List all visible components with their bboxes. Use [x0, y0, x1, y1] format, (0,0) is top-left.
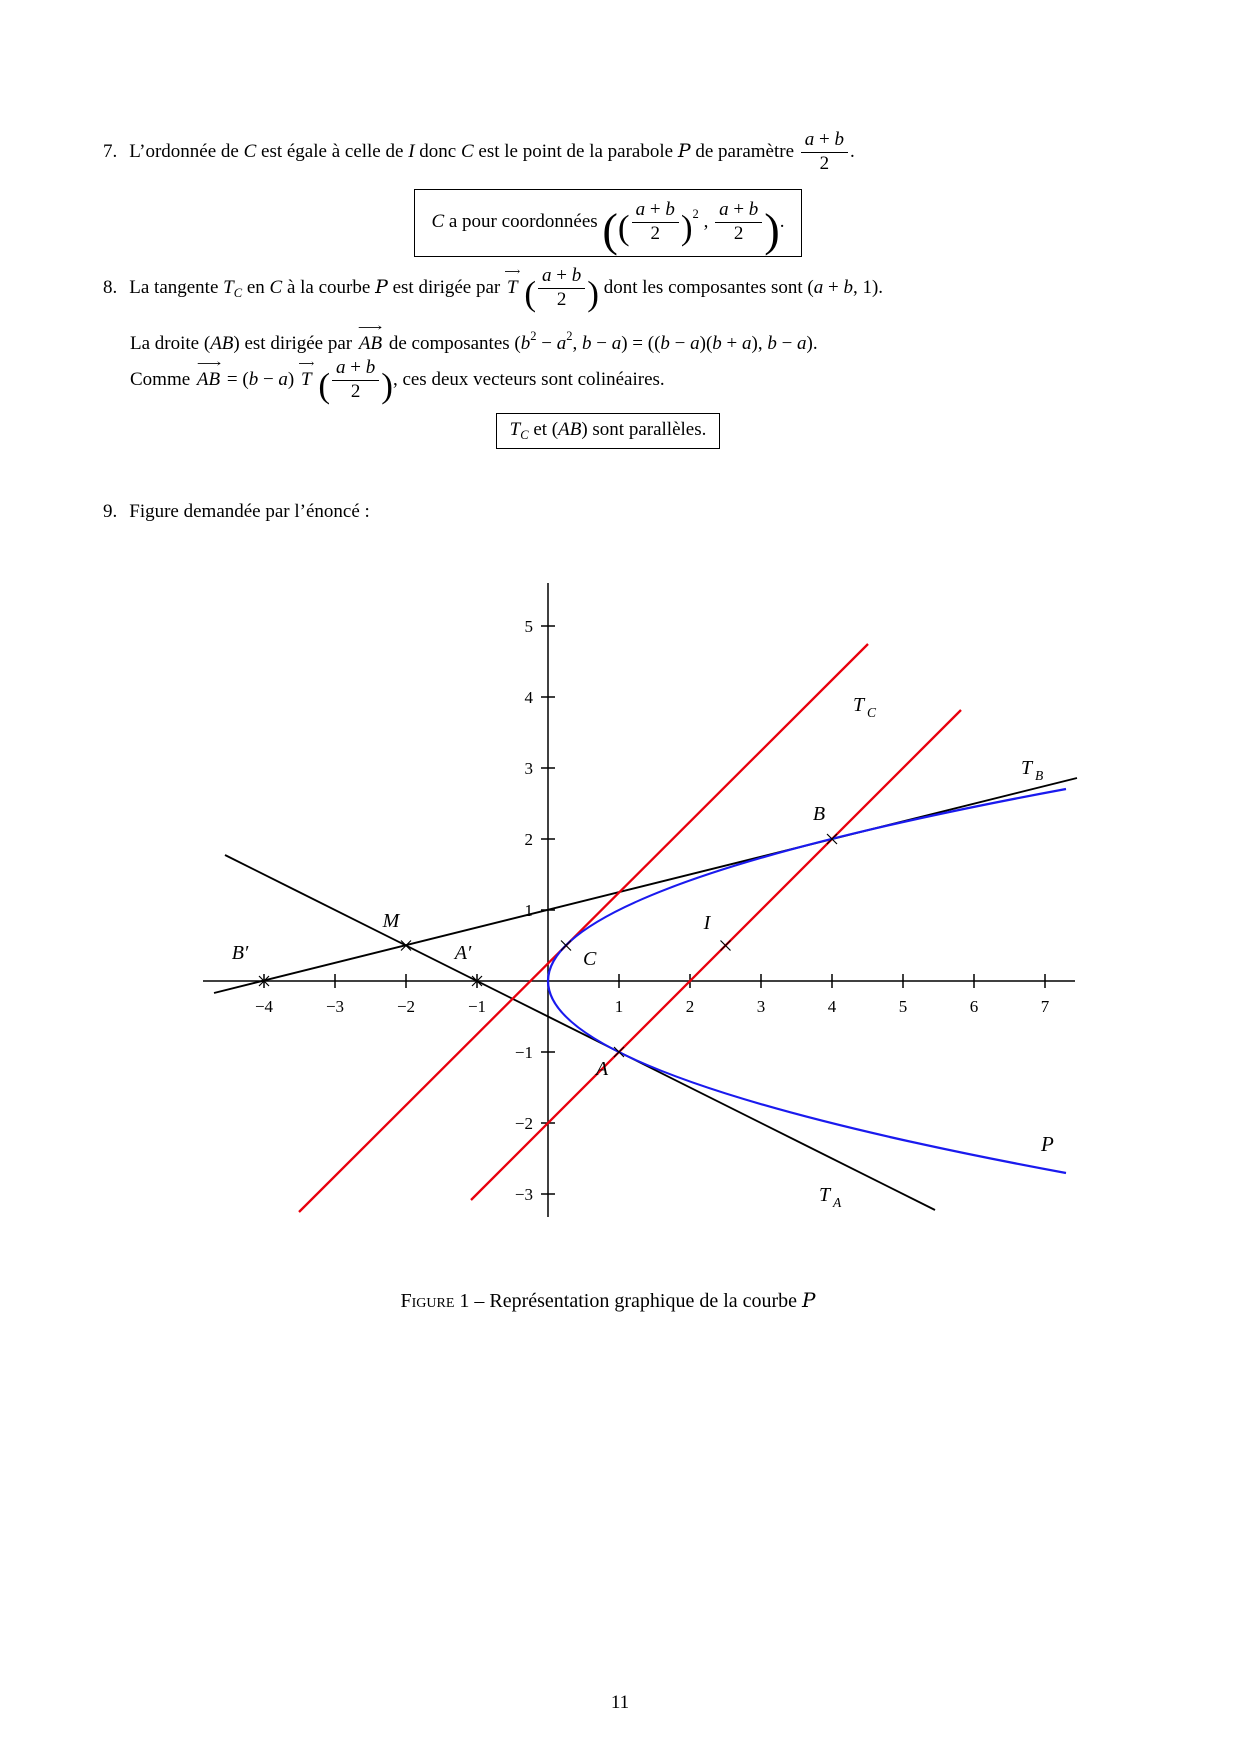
x-tick-label: 3 [757, 997, 766, 1016]
marker-c [560, 940, 572, 951]
x-tick-label: −2 [397, 997, 415, 1016]
x-tick-label: 2 [686, 997, 695, 1016]
x-tick-label: −4 [255, 997, 274, 1016]
item-8-line-1-text: La tangente TC en C à la courbe P est di… [129, 265, 884, 313]
parallel-box-wrapper: TC et (AB) sont parallèles. [103, 413, 1113, 449]
item-8-number: 8. [103, 276, 118, 298]
parallel-box-text: TC et (AB) sont parallèles. [509, 419, 707, 442]
y-tick-label: 1 [525, 901, 534, 920]
page-number: 11 [610, 1692, 630, 1713]
marker-a-prime [471, 975, 483, 987]
x-tick-label: 7 [1041, 997, 1050, 1016]
label-a: A [594, 1058, 609, 1080]
line-ab [470, 709, 962, 1201]
x-tick-label: 1 [615, 997, 624, 1016]
item-9-text: Figure demandée par l’énoncé : [129, 501, 370, 522]
solution-item-9: 9. Figure demandée par l’énoncé : [103, 500, 370, 525]
y-tick-label: 3 [525, 759, 534, 778]
item-8-line-2-text: La droite (AB) est dirigée par ⟶ AB de co… [130, 322, 818, 354]
item-9-number: 9. [103, 501, 118, 522]
figure-caption-text: Figure 1 – Représentation graphique de l… [400, 1288, 816, 1312]
label-i: I [703, 912, 712, 934]
y-tick-label: 2 [525, 830, 534, 849]
parabola-curve [546, 787, 1067, 1175]
item-7-number: 7. [103, 140, 118, 162]
x-tick-label: 6 [970, 997, 979, 1016]
marker-b-prime [258, 975, 270, 987]
label-c: C [583, 948, 597, 970]
y-axis-tick-labels: 5 4 3 2 1 −1 −2 −3 [515, 617, 534, 1204]
figure-plot: −4 −3 −2 −1 1 2 3 4 5 6 7 5 4 3 2 1 −1 −… [203, 583, 1078, 1217]
x-tick-label: −1 [468, 997, 486, 1016]
marker-b [826, 833, 838, 845]
label-a-prime: A′ [453, 942, 472, 964]
label-b-prime: B′ [232, 942, 249, 964]
marker-a [613, 1046, 625, 1058]
label-ta-base: T [819, 1184, 832, 1206]
label-ta-sub: A [832, 1195, 842, 1210]
label-m: M [382, 910, 401, 932]
marker-i [720, 940, 731, 951]
tangent-tc-line [298, 643, 869, 1213]
x-tick-label: 4 [828, 997, 837, 1016]
label-b: B [813, 803, 825, 825]
label-tc-base: T [853, 694, 866, 716]
parallel-box: TC et (AB) sont parallèles. [495, 413, 721, 449]
solution-item-8-line-1: 8. La tangente TC en C à la courbe P est … [103, 265, 884, 313]
item-8-line-3-text: Comme ⟶ AB = (b − a) ⟶ T (a + b 2), ces deu… [130, 357, 665, 405]
solution-item-8-line-3: Comme ⟶ AB = (b − a) ⟶ T (a + b 2), ces deu… [130, 357, 665, 405]
label-parabola-p: P [1040, 1132, 1054, 1156]
x-tick-label: 5 [899, 997, 908, 1016]
label-tb-base: T [1021, 757, 1034, 779]
solution-item-7: 7. L’ordonnée de C est égale à celle de I… [103, 129, 855, 174]
item-7-text: L’ordonnée de C est égale à celle de I d… [129, 129, 855, 174]
y-tick-label: −2 [515, 1114, 533, 1133]
marker-m [400, 940, 412, 951]
y-tick-label: −1 [515, 1043, 533, 1062]
tangent-tb-line [213, 777, 1078, 994]
tangent-ta-line [224, 854, 936, 1211]
point-markers [258, 833, 838, 1058]
y-tick-label: 5 [525, 617, 534, 636]
label-tc-sub: C [867, 705, 877, 720]
x-axis-tick-labels: −4 −3 −2 −1 1 2 3 4 5 6 7 [255, 997, 1050, 1016]
y-tick-label: −3 [515, 1185, 533, 1204]
figure-caption: Figure 1 – Représentation graphique de l… [103, 1288, 1113, 1313]
label-tb-sub: B [1035, 768, 1043, 783]
x-tick-label: −3 [326, 997, 344, 1016]
solution-item-8-line-2: La droite (AB) est dirigée par ⟶ AB de co… [130, 322, 818, 357]
y-tick-label: 4 [525, 688, 534, 707]
